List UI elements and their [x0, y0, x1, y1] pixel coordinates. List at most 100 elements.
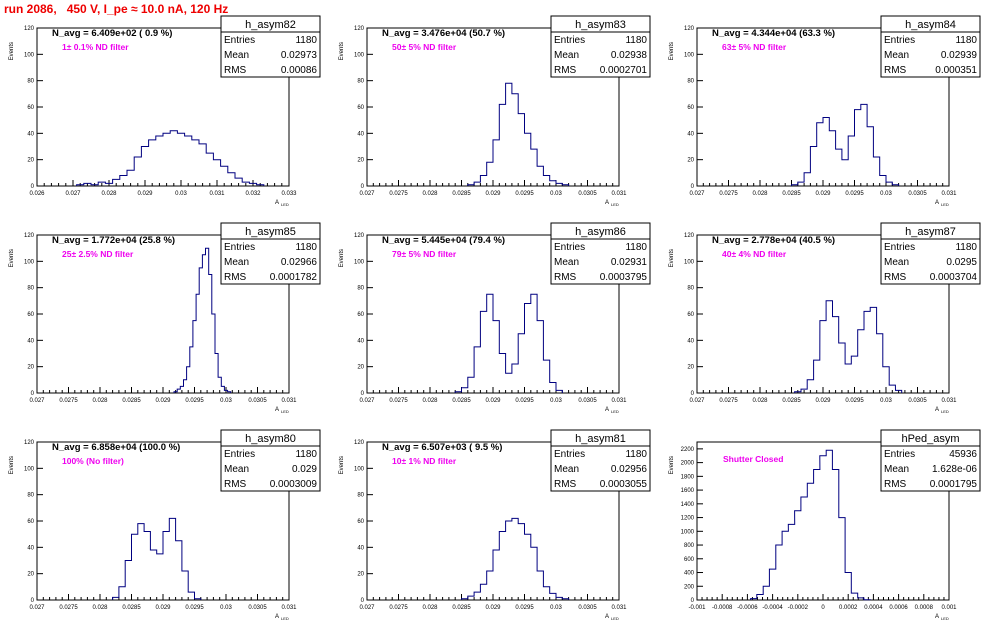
stats-value: 0.0001795	[930, 479, 978, 490]
x-axis-title-subscript: LED	[281, 409, 289, 414]
x-tick-label: 0.0008	[915, 605, 934, 611]
y-tick-label: 100	[24, 52, 35, 58]
x-axis-title-subscript: LED	[941, 202, 949, 207]
histogram-bin	[877, 334, 883, 393]
y-tick-label: 40	[357, 131, 364, 137]
histogram-bin	[190, 347, 193, 393]
stats-label: Entries	[224, 242, 255, 253]
histogram-bin	[206, 248, 209, 393]
histogram-bin	[531, 149, 537, 186]
filter-label: 40± 4% ND filter	[722, 249, 787, 259]
y-tick-label: 0	[691, 391, 695, 397]
stats-value: 0.02966	[281, 257, 318, 268]
histogram-bin	[105, 183, 112, 186]
histogram-bin	[842, 160, 848, 186]
histogram-bin	[845, 573, 851, 600]
histogram-bin	[889, 385, 895, 393]
histogram-bin	[144, 532, 150, 600]
histogram-bin	[810, 147, 816, 187]
y-tick-label: 0	[31, 391, 35, 397]
histogram-bin	[134, 157, 141, 186]
histogram-bin	[125, 561, 131, 601]
x-axis-title: A	[605, 200, 609, 206]
histogram-bin	[206, 153, 213, 186]
n-avg-label: N_avg = 5.445e+04 (79.4 %)	[382, 235, 505, 246]
stats-label: RMS	[884, 272, 907, 283]
x-axis-title-subscript: LED	[611, 202, 619, 207]
y-tick-label: 120	[354, 440, 365, 446]
histogram-bin	[487, 571, 493, 600]
histogram-bin	[757, 595, 763, 600]
filter-label: 25± 2.5% ND filter	[62, 249, 134, 259]
histogram-bin	[550, 593, 556, 600]
histogram-bin	[163, 133, 170, 186]
x-tick-label: 0.0275	[59, 605, 78, 611]
x-tick-label: 0.0295	[515, 605, 534, 611]
stats-value: 0.000351	[935, 65, 977, 76]
y-tick-label: 200	[684, 584, 695, 590]
y-tick-label: 80	[687, 79, 694, 85]
x-tick-label: 0.0285	[782, 191, 801, 197]
histogram-bin	[556, 183, 562, 186]
histogram-bin	[119, 587, 125, 600]
x-tick-label: 0.0275	[389, 398, 408, 404]
x-tick-label: 0.031	[281, 605, 297, 611]
histogram-bin	[518, 114, 524, 186]
stats-value: 1180	[955, 242, 977, 253]
x-tick-label: 0.031	[281, 398, 297, 404]
histogram-bin	[829, 131, 835, 186]
histogram-bin	[188, 592, 194, 600]
histogram-bin	[795, 392, 801, 393]
filter-label: 10± 1% ND filter	[392, 456, 457, 466]
histogram-bin	[855, 110, 861, 186]
histogram-bin	[474, 182, 480, 186]
y-tick-label: 20	[357, 572, 364, 578]
x-tick-label: 0.0275	[59, 398, 78, 404]
y-tick-label: 40	[27, 545, 34, 551]
x-tick-label: 0.0305	[578, 191, 597, 197]
histogram-bin	[562, 599, 568, 600]
x-tick-label: 0.0295	[515, 191, 534, 197]
x-tick-label: 0.03	[175, 191, 187, 197]
x-tick-label: 0.027	[65, 191, 81, 197]
histogram-bin	[132, 534, 138, 600]
histogram-bin	[537, 571, 543, 600]
y-tick-label: 60	[687, 105, 694, 111]
histogram-bin	[895, 390, 901, 393]
histogram-bin	[499, 532, 505, 600]
y-tick-label: 0	[361, 391, 365, 397]
x-tick-label: 0.0295	[845, 191, 864, 197]
filter-label: 1± 0.1% ND filter	[62, 42, 129, 52]
y-tick-label: 100	[354, 466, 365, 472]
stats-label: Entries	[884, 449, 915, 460]
histogram-bin	[848, 136, 854, 186]
y-tick-label: 80	[357, 79, 364, 85]
x-tick-label: 0.0305	[248, 605, 267, 611]
x-tick-label: 0.03	[220, 605, 232, 611]
y-axis-title: Events	[9, 456, 15, 474]
x-tick-label: 0.029	[485, 398, 501, 404]
histogram-bin	[550, 181, 556, 186]
x-axis-title-subscript: LED	[611, 409, 619, 414]
stats-histogram-name: hPed_asym	[901, 433, 959, 445]
histogram-bin	[537, 321, 543, 393]
filter-label: Shutter Closed	[723, 454, 783, 464]
x-tick-label: 0.028	[422, 191, 438, 197]
histogram-bin	[763, 586, 769, 600]
y-tick-label: 1600	[681, 488, 695, 494]
y-axis-title: Events	[669, 249, 675, 267]
histogram-bin	[543, 587, 549, 600]
histogram-bin	[493, 550, 499, 600]
histogram-bin	[518, 524, 524, 600]
stats-value: 0.02938	[611, 50, 648, 61]
x-axis-title: A	[275, 407, 279, 413]
histogram-bin	[858, 330, 864, 393]
x-tick-label: 0.028	[92, 398, 108, 404]
histogram-bin	[180, 386, 183, 393]
stats-label: Mean	[224, 464, 249, 475]
x-tick-label: 0.031	[611, 191, 627, 197]
histogram-bin	[531, 547, 537, 600]
x-tick-label: 0.0295	[185, 398, 204, 404]
stats-label: Mean	[554, 50, 579, 61]
